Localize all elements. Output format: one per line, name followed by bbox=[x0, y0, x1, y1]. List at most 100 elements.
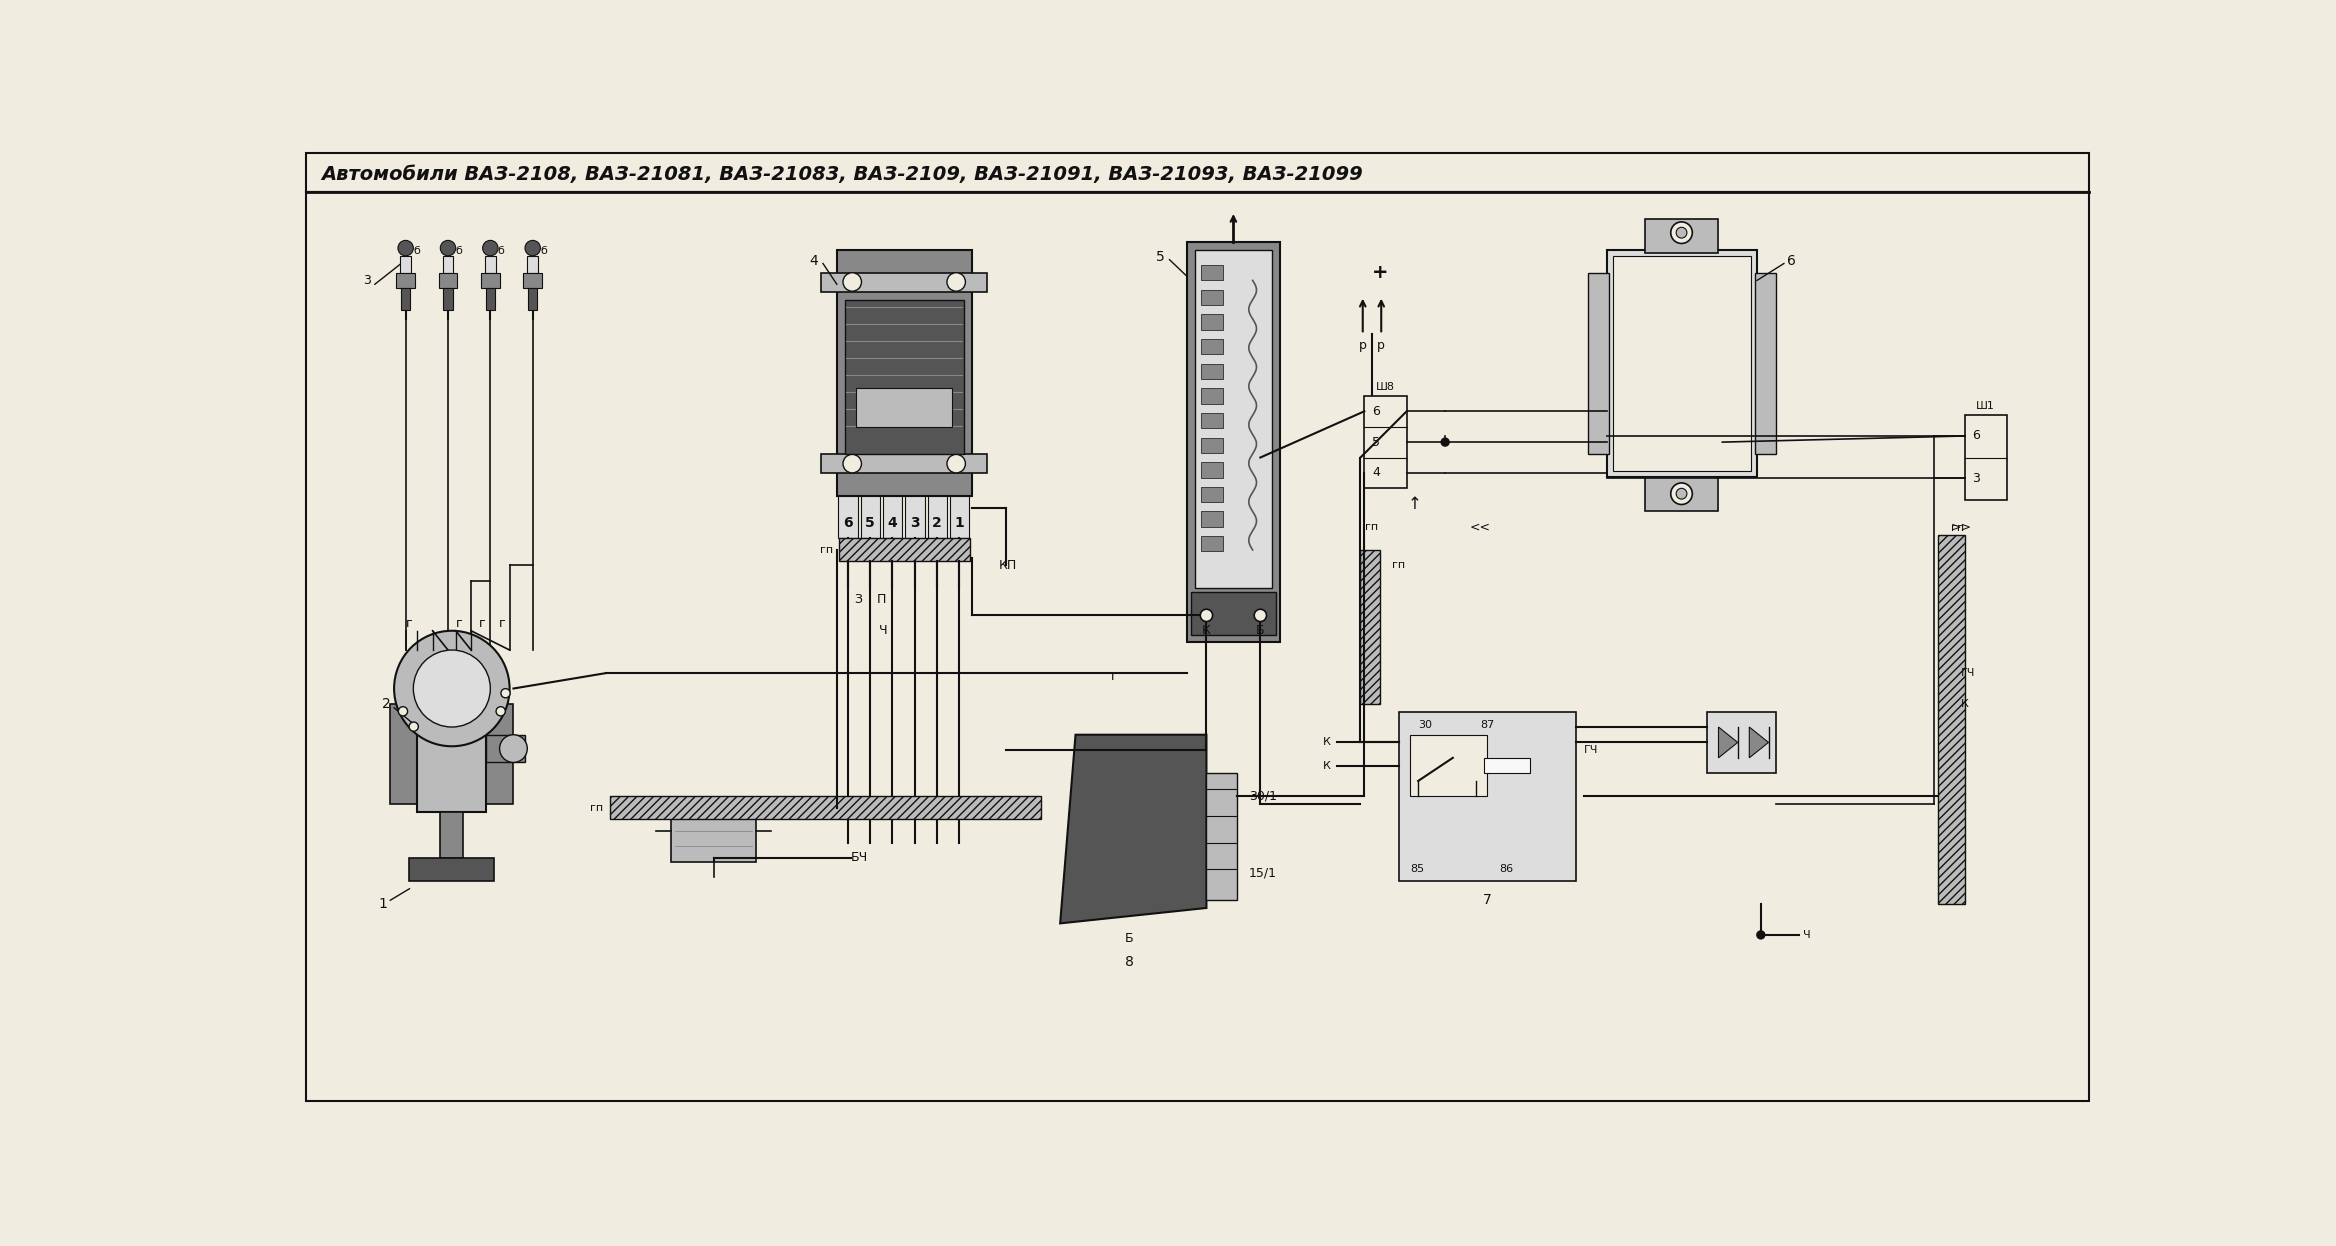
Text: 6: 6 bbox=[1972, 430, 1981, 442]
Circle shape bbox=[1677, 227, 1687, 238]
Bar bbox=[1754, 273, 1775, 454]
Bar bbox=[836, 249, 972, 496]
Text: 85: 85 bbox=[1411, 865, 1425, 875]
Bar bbox=[1939, 535, 1965, 905]
Text: <<: << bbox=[1469, 521, 1490, 533]
Text: гп: гп bbox=[1367, 522, 1378, 532]
Text: К: К bbox=[1960, 699, 1969, 709]
Text: Ч: Ч bbox=[1803, 930, 1810, 939]
Polygon shape bbox=[1061, 735, 1205, 923]
Bar bbox=[855, 389, 953, 426]
Bar bbox=[484, 704, 514, 804]
Bar bbox=[1483, 758, 1530, 774]
Circle shape bbox=[946, 455, 965, 473]
Circle shape bbox=[409, 721, 418, 731]
Text: П: П bbox=[876, 593, 885, 607]
Bar bbox=[439, 811, 463, 858]
Bar bbox=[1187, 242, 1280, 643]
Text: б: б bbox=[498, 247, 505, 257]
Circle shape bbox=[397, 240, 413, 255]
Circle shape bbox=[946, 273, 965, 292]
Text: 8: 8 bbox=[1126, 954, 1133, 969]
Text: К: К bbox=[1322, 760, 1332, 770]
Text: г: г bbox=[479, 617, 486, 629]
Bar bbox=[306, 153, 2088, 192]
Bar bbox=[397, 273, 416, 288]
Circle shape bbox=[526, 240, 540, 255]
Bar bbox=[860, 496, 881, 538]
Text: 1: 1 bbox=[955, 516, 965, 530]
Text: гп: гп bbox=[820, 545, 834, 554]
Circle shape bbox=[1757, 931, 1764, 938]
Bar bbox=[906, 496, 925, 538]
Circle shape bbox=[484, 240, 498, 255]
Bar bbox=[1364, 396, 1406, 488]
Circle shape bbox=[1441, 439, 1448, 446]
Text: ГЧ: ГЧ bbox=[1584, 745, 1598, 755]
Circle shape bbox=[1201, 609, 1212, 622]
Bar bbox=[1201, 364, 1222, 379]
Bar bbox=[1607, 249, 1757, 477]
Bar bbox=[1201, 314, 1222, 330]
Circle shape bbox=[843, 273, 862, 292]
Bar bbox=[1201, 511, 1222, 527]
Text: Ш8: Ш8 bbox=[1376, 381, 1395, 391]
Circle shape bbox=[395, 630, 509, 746]
Text: Ш1: Ш1 bbox=[1976, 401, 1995, 411]
Bar bbox=[1201, 536, 1222, 552]
Bar bbox=[846, 300, 965, 454]
Bar bbox=[1196, 249, 1271, 588]
Bar bbox=[523, 273, 542, 288]
Polygon shape bbox=[1719, 726, 1738, 758]
Circle shape bbox=[399, 706, 406, 716]
Text: 4: 4 bbox=[888, 516, 897, 530]
Text: ↑: ↑ bbox=[1406, 495, 1420, 512]
Bar bbox=[822, 454, 988, 473]
Circle shape bbox=[500, 735, 528, 763]
Bar bbox=[418, 689, 486, 811]
Bar bbox=[1588, 273, 1610, 454]
Text: 3: 3 bbox=[1972, 472, 1981, 485]
Text: З: З bbox=[855, 593, 862, 607]
Text: 3: 3 bbox=[909, 516, 920, 530]
Bar bbox=[439, 273, 458, 288]
Bar bbox=[1205, 774, 1238, 901]
Text: Б: Б bbox=[1257, 624, 1264, 637]
Text: г: г bbox=[456, 617, 463, 629]
Text: 2: 2 bbox=[932, 516, 941, 530]
Text: Ч: Ч bbox=[878, 624, 888, 637]
Circle shape bbox=[843, 455, 862, 473]
Text: 4: 4 bbox=[1371, 466, 1381, 480]
Bar bbox=[927, 496, 946, 538]
Text: р: р bbox=[1360, 339, 1367, 353]
Bar bbox=[486, 735, 526, 761]
Text: б: б bbox=[413, 247, 420, 257]
Bar bbox=[1965, 415, 2007, 500]
Text: ГЧ: ГЧ bbox=[1960, 668, 1976, 678]
Bar bbox=[528, 288, 537, 310]
Text: 7: 7 bbox=[1483, 893, 1493, 907]
Bar bbox=[481, 273, 500, 288]
Text: гп: гп bbox=[1392, 561, 1406, 571]
Bar bbox=[1612, 255, 1750, 471]
Bar bbox=[444, 288, 453, 310]
Text: 15/1: 15/1 bbox=[1250, 867, 1278, 880]
Text: К: К bbox=[1322, 738, 1332, 748]
Text: 5: 5 bbox=[864, 516, 874, 530]
Text: 30/1: 30/1 bbox=[1250, 790, 1278, 802]
Bar bbox=[1645, 477, 1719, 511]
Text: Автомобили ВАЗ-2108, ВАЗ-21081, ВАЗ-21083, ВАЗ-2109, ВАЗ-21091, ВАЗ-21093, ВАЗ-2: Автомобили ВАЗ-2108, ВАЗ-21081, ВАЗ-2108… bbox=[320, 164, 1362, 183]
Text: 2: 2 bbox=[383, 697, 390, 711]
Bar bbox=[1201, 462, 1222, 477]
Bar bbox=[883, 496, 902, 538]
Bar bbox=[822, 273, 988, 292]
Text: К: К bbox=[1203, 624, 1210, 637]
Text: 1: 1 bbox=[378, 897, 388, 911]
Text: 5: 5 bbox=[1371, 436, 1381, 449]
Bar bbox=[670, 800, 757, 862]
Bar bbox=[1201, 289, 1222, 305]
Bar bbox=[402, 288, 411, 310]
Text: гп: гп bbox=[1951, 523, 1965, 533]
Bar bbox=[1360, 549, 1381, 704]
Polygon shape bbox=[1750, 726, 1768, 758]
